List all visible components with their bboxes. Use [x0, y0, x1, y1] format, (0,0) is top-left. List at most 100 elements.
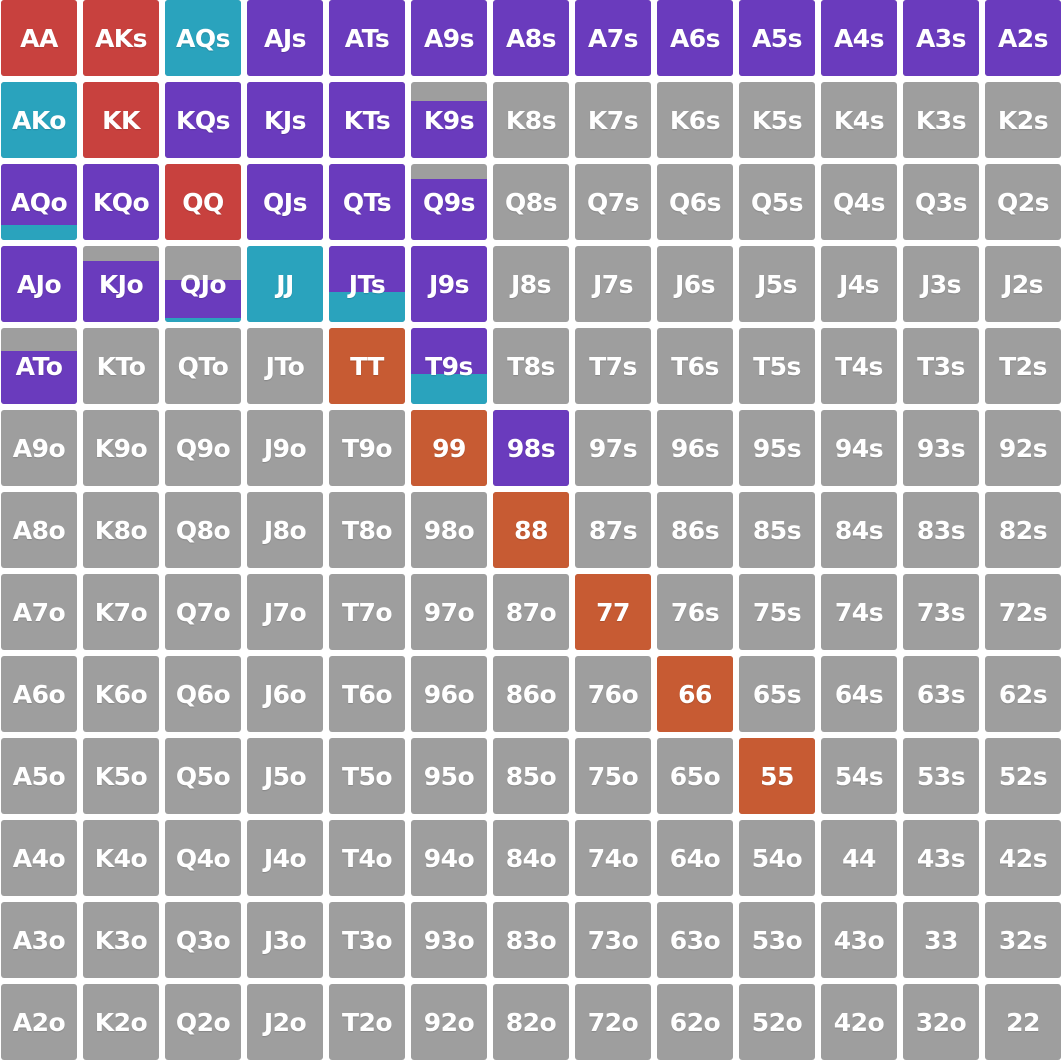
hand-cell-K2o[interactable]: K2o	[83, 984, 159, 1060]
hand-cell-64o[interactable]: 64o	[657, 820, 733, 896]
hand-cell-63o[interactable]: 63o	[657, 902, 733, 978]
hand-cell-98s[interactable]: 98s	[493, 410, 569, 486]
hand-cell-32s[interactable]: 32s	[985, 902, 1061, 978]
hand-cell-K8o[interactable]: K8o	[83, 492, 159, 568]
hand-cell-52s[interactable]: 52s	[985, 738, 1061, 814]
hand-cell-J6o[interactable]: J6o	[247, 656, 323, 732]
hand-cell-ATo[interactable]: ATo	[1, 328, 77, 404]
hand-cell-K5s[interactable]: K5s	[739, 82, 815, 158]
hand-cell-Q2o[interactable]: Q2o	[165, 984, 241, 1060]
hand-cell-KQs[interactable]: KQs	[165, 82, 241, 158]
hand-cell-J5o[interactable]: J5o	[247, 738, 323, 814]
hand-cell-A8s[interactable]: A8s	[493, 0, 569, 76]
hand-cell-Q6o[interactable]: Q6o	[165, 656, 241, 732]
hand-cell-J2o[interactable]: J2o	[247, 984, 323, 1060]
hand-cell-99[interactable]: 99	[411, 410, 487, 486]
hand-cell-76s[interactable]: 76s	[657, 574, 733, 650]
hand-cell-75s[interactable]: 75s	[739, 574, 815, 650]
hand-cell-AKs[interactable]: AKs	[83, 0, 159, 76]
hand-cell-64s[interactable]: 64s	[821, 656, 897, 732]
hand-cell-93o[interactable]: 93o	[411, 902, 487, 978]
hand-cell-92s[interactable]: 92s	[985, 410, 1061, 486]
hand-cell-J7o[interactable]: J7o	[247, 574, 323, 650]
hand-cell-K5o[interactable]: K5o	[83, 738, 159, 814]
hand-cell-QQ[interactable]: QQ	[165, 164, 241, 240]
hand-cell-82s[interactable]: 82s	[985, 492, 1061, 568]
hand-cell-KTo[interactable]: KTo	[83, 328, 159, 404]
hand-cell-AQo[interactable]: AQo	[1, 164, 77, 240]
hand-cell-K7o[interactable]: K7o	[83, 574, 159, 650]
hand-cell-A9s[interactable]: A9s	[411, 0, 487, 76]
hand-cell-K7s[interactable]: K7s	[575, 82, 651, 158]
hand-cell-Q3s[interactable]: Q3s	[903, 164, 979, 240]
hand-cell-T9o[interactable]: T9o	[329, 410, 405, 486]
hand-cell-QTs[interactable]: QTs	[329, 164, 405, 240]
hand-cell-83o[interactable]: 83o	[493, 902, 569, 978]
hand-cell-Q3o[interactable]: Q3o	[165, 902, 241, 978]
hand-cell-ATs[interactable]: ATs	[329, 0, 405, 76]
hand-cell-QTo[interactable]: QTo	[165, 328, 241, 404]
hand-cell-83s[interactable]: 83s	[903, 492, 979, 568]
hand-cell-54s[interactable]: 54s	[821, 738, 897, 814]
hand-cell-55[interactable]: 55	[739, 738, 815, 814]
hand-cell-J9s[interactable]: J9s	[411, 246, 487, 322]
hand-cell-95s[interactable]: 95s	[739, 410, 815, 486]
hand-cell-KK[interactable]: KK	[83, 82, 159, 158]
hand-cell-Q9s[interactable]: Q9s	[411, 164, 487, 240]
hand-cell-J9o[interactable]: J9o	[247, 410, 323, 486]
hand-cell-Q7o[interactable]: Q7o	[165, 574, 241, 650]
hand-cell-Q8o[interactable]: Q8o	[165, 492, 241, 568]
hand-cell-22[interactable]: 22	[985, 984, 1061, 1060]
hand-cell-K4s[interactable]: K4s	[821, 82, 897, 158]
hand-cell-Q8s[interactable]: Q8s	[493, 164, 569, 240]
hand-cell-T8o[interactable]: T8o	[329, 492, 405, 568]
hand-cell-87s[interactable]: 87s	[575, 492, 651, 568]
hand-cell-J2s[interactable]: J2s	[985, 246, 1061, 322]
hand-cell-52o[interactable]: 52o	[739, 984, 815, 1060]
hand-cell-A3o[interactable]: A3o	[1, 902, 77, 978]
hand-cell-A9o[interactable]: A9o	[1, 410, 77, 486]
hand-cell-T3o[interactable]: T3o	[329, 902, 405, 978]
hand-cell-42o[interactable]: 42o	[821, 984, 897, 1060]
hand-cell-KTs[interactable]: KTs	[329, 82, 405, 158]
hand-cell-74o[interactable]: 74o	[575, 820, 651, 896]
hand-cell-K9o[interactable]: K9o	[83, 410, 159, 486]
hand-cell-76o[interactable]: 76o	[575, 656, 651, 732]
hand-cell-98o[interactable]: 98o	[411, 492, 487, 568]
hand-cell-54o[interactable]: 54o	[739, 820, 815, 896]
hand-cell-A2s[interactable]: A2s	[985, 0, 1061, 76]
hand-cell-A3s[interactable]: A3s	[903, 0, 979, 76]
hand-cell-AA[interactable]: AA	[1, 0, 77, 76]
hand-cell-K9s[interactable]: K9s	[411, 82, 487, 158]
hand-cell-85s[interactable]: 85s	[739, 492, 815, 568]
hand-cell-J5s[interactable]: J5s	[739, 246, 815, 322]
hand-cell-TT[interactable]: TT	[329, 328, 405, 404]
hand-cell-66[interactable]: 66	[657, 656, 733, 732]
hand-cell-J6s[interactable]: J6s	[657, 246, 733, 322]
hand-cell-Q5s[interactable]: Q5s	[739, 164, 815, 240]
hand-cell-JTo[interactable]: JTo	[247, 328, 323, 404]
hand-cell-A6s[interactable]: A6s	[657, 0, 733, 76]
hand-cell-K6o[interactable]: K6o	[83, 656, 159, 732]
hand-cell-94o[interactable]: 94o	[411, 820, 487, 896]
hand-cell-Q4s[interactable]: Q4s	[821, 164, 897, 240]
hand-cell-T2s[interactable]: T2s	[985, 328, 1061, 404]
hand-cell-T6o[interactable]: T6o	[329, 656, 405, 732]
hand-cell-K4o[interactable]: K4o	[83, 820, 159, 896]
hand-cell-AQs[interactable]: AQs	[165, 0, 241, 76]
hand-cell-Q6s[interactable]: Q6s	[657, 164, 733, 240]
hand-cell-AKo[interactable]: AKo	[1, 82, 77, 158]
hand-cell-43s[interactable]: 43s	[903, 820, 979, 896]
hand-cell-86s[interactable]: 86s	[657, 492, 733, 568]
hand-cell-K8s[interactable]: K8s	[493, 82, 569, 158]
hand-cell-AJs[interactable]: AJs	[247, 0, 323, 76]
hand-cell-T5o[interactable]: T5o	[329, 738, 405, 814]
hand-cell-KJs[interactable]: KJs	[247, 82, 323, 158]
hand-cell-T9s[interactable]: T9s	[411, 328, 487, 404]
hand-cell-93s[interactable]: 93s	[903, 410, 979, 486]
hand-cell-Q4o[interactable]: Q4o	[165, 820, 241, 896]
hand-cell-J4s[interactable]: J4s	[821, 246, 897, 322]
hand-cell-32o[interactable]: 32o	[903, 984, 979, 1060]
hand-cell-43o[interactable]: 43o	[821, 902, 897, 978]
hand-cell-75o[interactable]: 75o	[575, 738, 651, 814]
